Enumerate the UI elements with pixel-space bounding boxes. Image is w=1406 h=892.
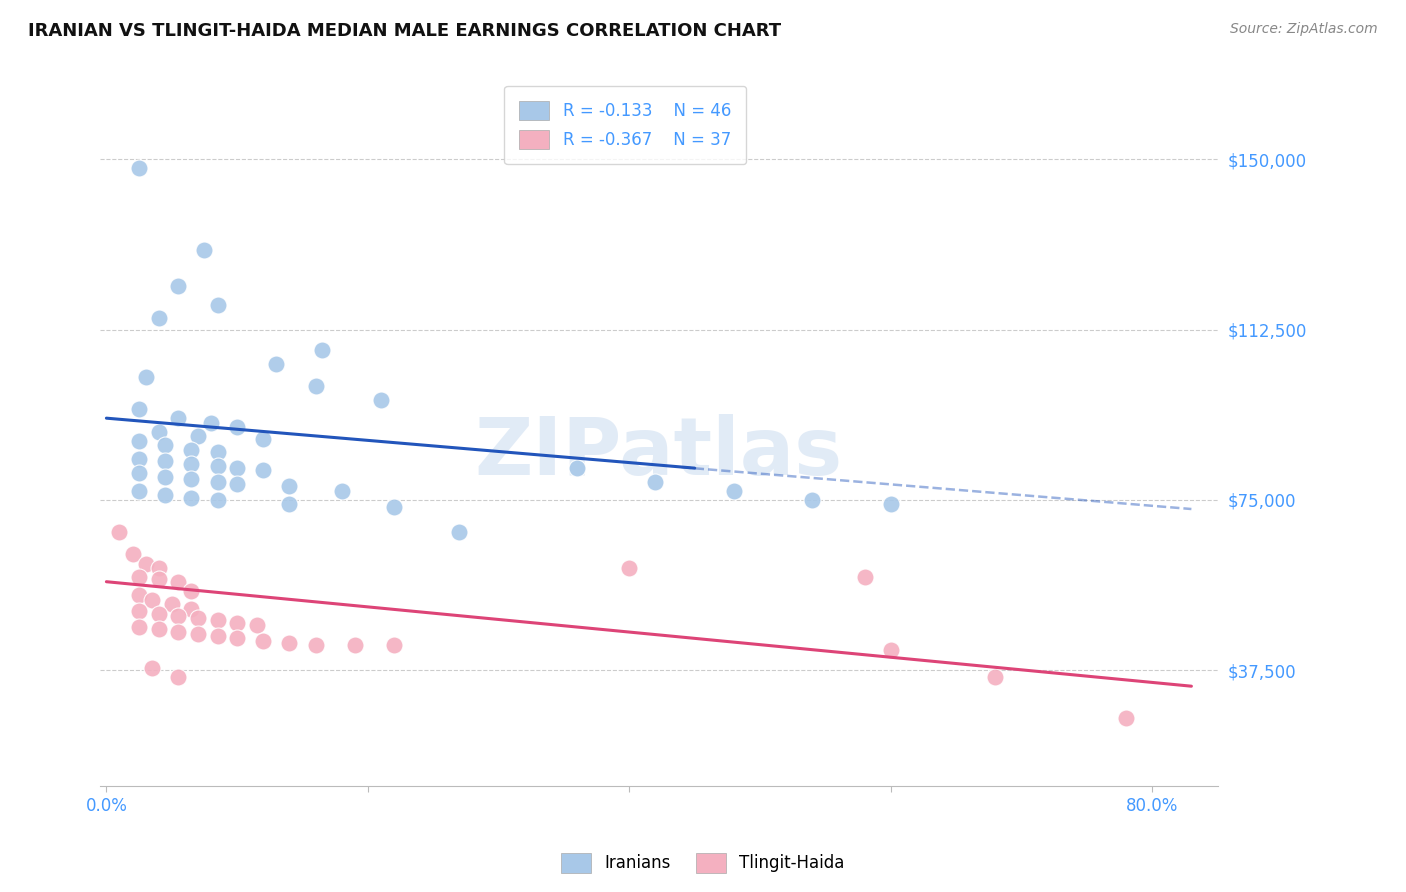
Point [155, 470, 177, 484]
Point [128, 570, 150, 584]
Point [278, 479, 301, 493]
Point [167, 670, 190, 684]
Point [187, 627, 209, 641]
Point [226, 477, 249, 491]
Point [644, 475, 666, 489]
Point [226, 420, 249, 434]
Point [187, 429, 209, 443]
Point [108, 524, 131, 539]
Point [128, 402, 150, 417]
Point [207, 613, 229, 627]
Point [148, 623, 170, 637]
Point [370, 392, 392, 407]
Point [246, 618, 269, 632]
Point [128, 620, 150, 634]
Point [207, 445, 229, 459]
Point [160, 598, 183, 612]
Point [382, 638, 405, 652]
Point [207, 475, 229, 489]
Point [252, 432, 274, 446]
Point [880, 643, 903, 657]
Point [180, 583, 202, 598]
Point [180, 491, 202, 505]
Point [128, 161, 150, 176]
Point [141, 593, 163, 607]
Point [148, 607, 170, 621]
Point [207, 629, 229, 643]
Point [382, 500, 405, 514]
Point [128, 483, 150, 498]
Point [723, 483, 745, 498]
Point [155, 438, 177, 452]
Point [226, 461, 249, 475]
Point [565, 461, 588, 475]
Point [135, 370, 157, 384]
Point [167, 411, 190, 425]
Legend: R = -0.133    N = 46, R = -0.367    N = 37: R = -0.133 N = 46, R = -0.367 N = 37 [505, 86, 747, 164]
Point [167, 608, 190, 623]
Point [187, 611, 209, 625]
Point [278, 498, 301, 512]
Point [167, 279, 190, 293]
Point [252, 463, 274, 477]
Point [193, 243, 215, 257]
Point [278, 636, 301, 650]
Point [343, 638, 366, 652]
Point [207, 492, 229, 507]
Text: IRANIAN VS TLINGIT-HAIDA MEDIAN MALE EARNINGS CORRELATION CHART: IRANIAN VS TLINGIT-HAIDA MEDIAN MALE EAR… [28, 22, 782, 40]
Point [128, 604, 150, 618]
Point [226, 615, 249, 630]
Point [148, 573, 170, 587]
Point [226, 632, 249, 646]
Point [619, 561, 641, 575]
Point [148, 425, 170, 439]
Point [148, 561, 170, 575]
Point [1115, 711, 1137, 725]
Text: Source: ZipAtlas.com: Source: ZipAtlas.com [1230, 22, 1378, 37]
Point [180, 457, 202, 471]
Point [148, 311, 170, 326]
Point [311, 343, 333, 357]
Point [330, 483, 353, 498]
Point [801, 492, 824, 507]
Point [180, 473, 202, 487]
Point [207, 297, 229, 311]
Text: ZIPatlas: ZIPatlas [475, 414, 842, 492]
Point [180, 442, 202, 457]
Point [128, 466, 150, 480]
Point [155, 488, 177, 502]
Point [141, 661, 163, 675]
Point [128, 434, 150, 448]
Legend: Iranians, Tlingit-Haida: Iranians, Tlingit-Haida [554, 847, 852, 880]
Point [880, 498, 903, 512]
Point [167, 574, 190, 589]
Point [128, 588, 150, 602]
Point [135, 557, 157, 571]
Point [128, 452, 150, 467]
Point [180, 602, 202, 616]
Point [853, 570, 876, 584]
Point [266, 357, 288, 371]
Point [155, 454, 177, 468]
Point [252, 633, 274, 648]
Point [304, 638, 326, 652]
Point [200, 416, 222, 430]
Point [304, 379, 326, 393]
Point [984, 670, 1007, 684]
Point [167, 624, 190, 639]
Point [207, 458, 229, 473]
Point [449, 524, 471, 539]
Point [121, 548, 143, 562]
